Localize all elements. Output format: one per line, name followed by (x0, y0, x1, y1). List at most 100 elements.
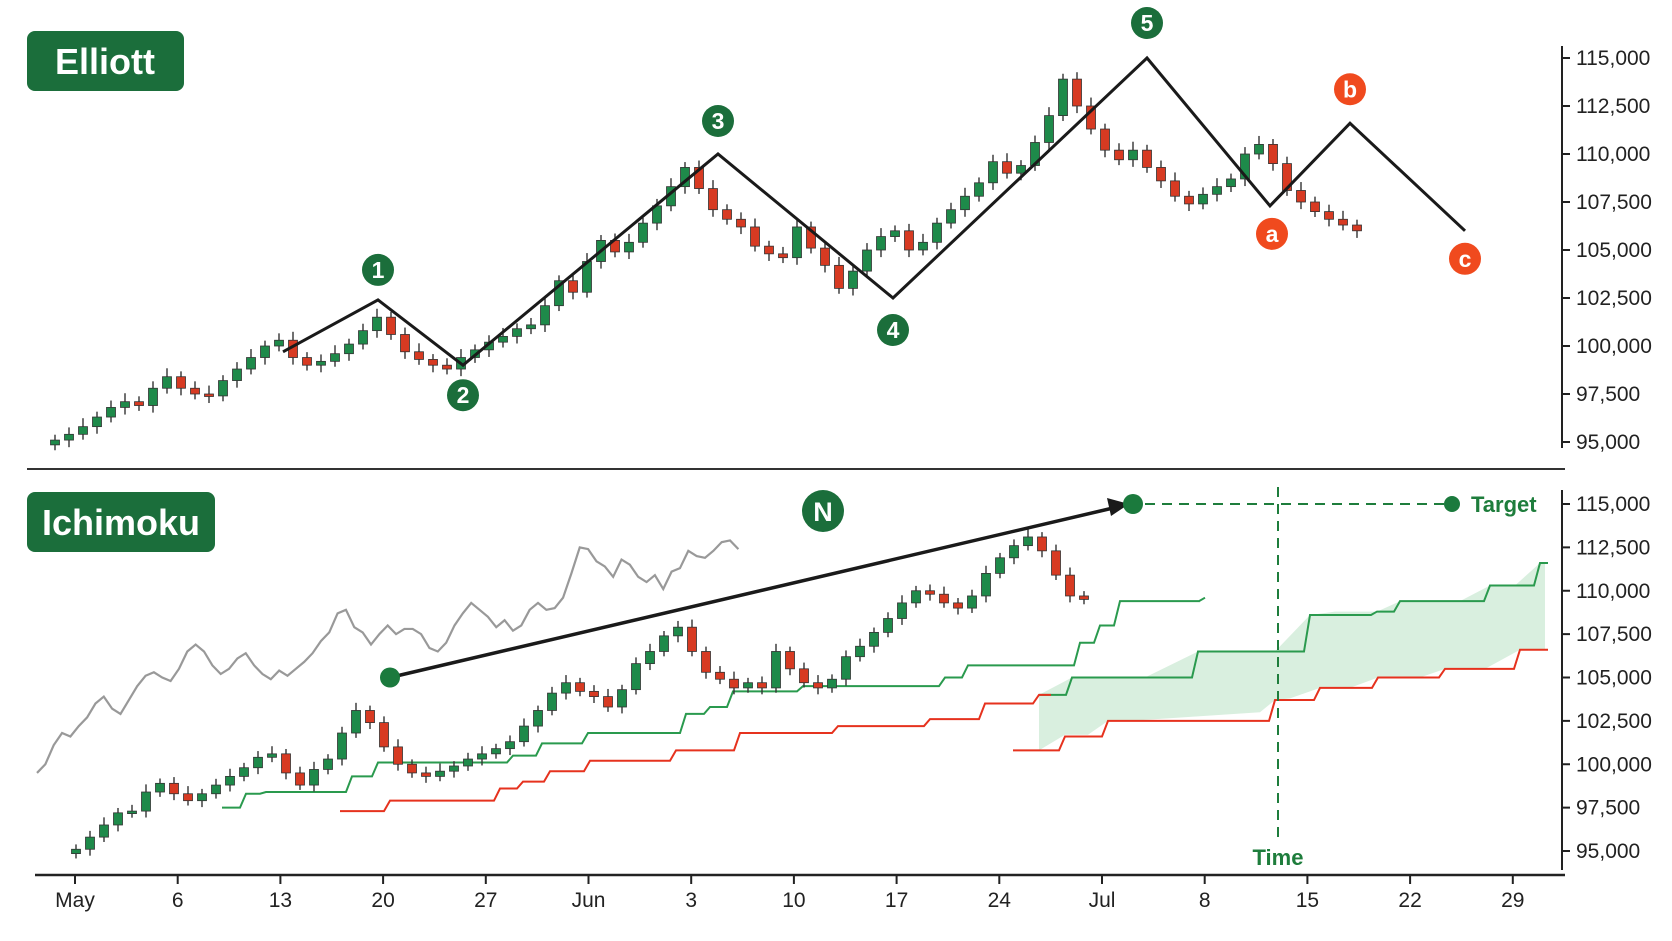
x-tick-label: Jun (572, 889, 606, 912)
ichimoku-candle (897, 595, 907, 625)
elliott-candle (316, 354, 326, 373)
ichimoku-candle (743, 677, 753, 693)
elliott-candle (92, 411, 102, 434)
elliott-candle (372, 308, 382, 338)
ichimoku-candle (183, 786, 193, 806)
x-tick-label: 10 (782, 889, 805, 912)
elliott-title-badge: Elliott (27, 31, 184, 91)
elliott-candle (1002, 153, 1012, 179)
elliott-candle (764, 240, 774, 261)
ichimoku-candle (407, 759, 417, 778)
ichimoku-candle (337, 726, 347, 766)
elliott-candle (148, 381, 158, 413)
svg-text:a: a (1266, 221, 1279, 247)
elliott-candle (386, 311, 396, 340)
target-dot (1444, 496, 1460, 512)
elliott-candle (946, 202, 956, 229)
x-tick-label: 6 (172, 889, 184, 912)
elliott-candle (638, 217, 648, 248)
ichimoku-candle (533, 705, 543, 733)
elliott-candle (624, 233, 634, 260)
ichimoku-title: Ichimoku (42, 502, 200, 543)
elliott-candle (1142, 144, 1152, 173)
ichimoku-candle (1037, 532, 1047, 558)
ichimoku-candle (211, 778, 221, 799)
x-tick-label: Jul (1089, 889, 1116, 912)
elliott-candle (260, 340, 270, 365)
elliott-candle (232, 362, 242, 388)
y-tick-label: 102,500 (1576, 710, 1652, 733)
elliott-candle (1212, 178, 1222, 202)
ichimoku-panel: 95,000 97,500 100,000 102,500 105,000 107,500… (36, 487, 1652, 870)
y-tick-label: 110,000 (1576, 143, 1650, 166)
elliott-candle (204, 385, 214, 404)
ichimoku-candle (687, 619, 697, 657)
elliott-candle (890, 225, 900, 242)
ichimoku-candle (855, 638, 865, 662)
ichimoku-candle (827, 674, 837, 693)
ichimoku-candle (757, 676, 767, 695)
elliott-candle (750, 218, 760, 252)
elliott-candle (1184, 190, 1194, 212)
elliott-candle (554, 275, 564, 312)
x-tick-label: 15 (1296, 889, 1319, 912)
elliott-candle (778, 246, 788, 264)
elliott-candle (960, 187, 970, 217)
svg-text:b: b (1343, 76, 1357, 102)
x-tick-label: 20 (371, 889, 394, 912)
ichimoku-candle (309, 761, 319, 792)
ichimoku-candle (939, 586, 949, 608)
x-tick-label: 29 (1501, 889, 1524, 912)
elliott-candle (274, 333, 284, 352)
y-tick-label: 102,500 (1576, 287, 1652, 310)
ichimoku-candle (477, 746, 487, 766)
elliott-candle (1240, 147, 1250, 187)
y-tick-label: 107,500 (1576, 191, 1652, 214)
ichimoku-candle (1079, 591, 1089, 605)
ichimoku-candle (351, 702, 361, 738)
senkou-span-b (1013, 648, 1548, 752)
ichimoku-candle (617, 684, 627, 714)
ichimoku-candle (505, 735, 515, 756)
ichimoku-candle (113, 807, 123, 832)
y-tick-label: 115,000 (1576, 493, 1650, 516)
elliott-candle (428, 354, 438, 373)
target-label: Target (1471, 492, 1537, 517)
elliott-candle (722, 204, 732, 225)
elliott-candle (932, 217, 942, 250)
ichimoku-candle (225, 768, 235, 792)
elliott-candle (162, 368, 172, 394)
ichimoku-candle (701, 646, 711, 679)
y-tick-label: 112,500 (1576, 536, 1650, 559)
tenkan-line (340, 693, 1051, 813)
ichimoku-candle (323, 754, 333, 775)
ichimoku-candle (169, 777, 179, 801)
elliott-candle (106, 400, 116, 423)
elliott-candle (540, 297, 550, 332)
ichimoku-candle (393, 739, 403, 771)
elliott-candle (1086, 97, 1096, 135)
elliott-candle (1044, 107, 1054, 150)
ichimoku-candle (295, 766, 305, 790)
elliott-title: Elliott (55, 41, 155, 82)
chikou-span (36, 539, 740, 774)
wave-label-c: c (1449, 242, 1481, 275)
elliott-candle (736, 212, 746, 235)
elliott-candle (792, 218, 802, 265)
elliott-candle (1268, 139, 1278, 171)
ichimoku-cloud (1039, 562, 1545, 751)
n-start-dot (380, 667, 400, 688)
elliott-candle (1058, 73, 1068, 121)
ichimoku-candle (491, 743, 501, 759)
elliott-candle (1296, 182, 1306, 210)
elliott-candle (918, 233, 928, 256)
ichimoku-candle (365, 705, 375, 730)
elliott-candle (904, 223, 914, 258)
elliott-candle (512, 323, 522, 344)
y-tick-label: 97,500 (1576, 797, 1640, 820)
elliott-candle (974, 177, 984, 202)
ichimoku-candle (771, 643, 781, 693)
wave-label-1: 1 (362, 253, 394, 286)
elliott-candle (134, 396, 144, 411)
elliott-candle (708, 180, 718, 217)
